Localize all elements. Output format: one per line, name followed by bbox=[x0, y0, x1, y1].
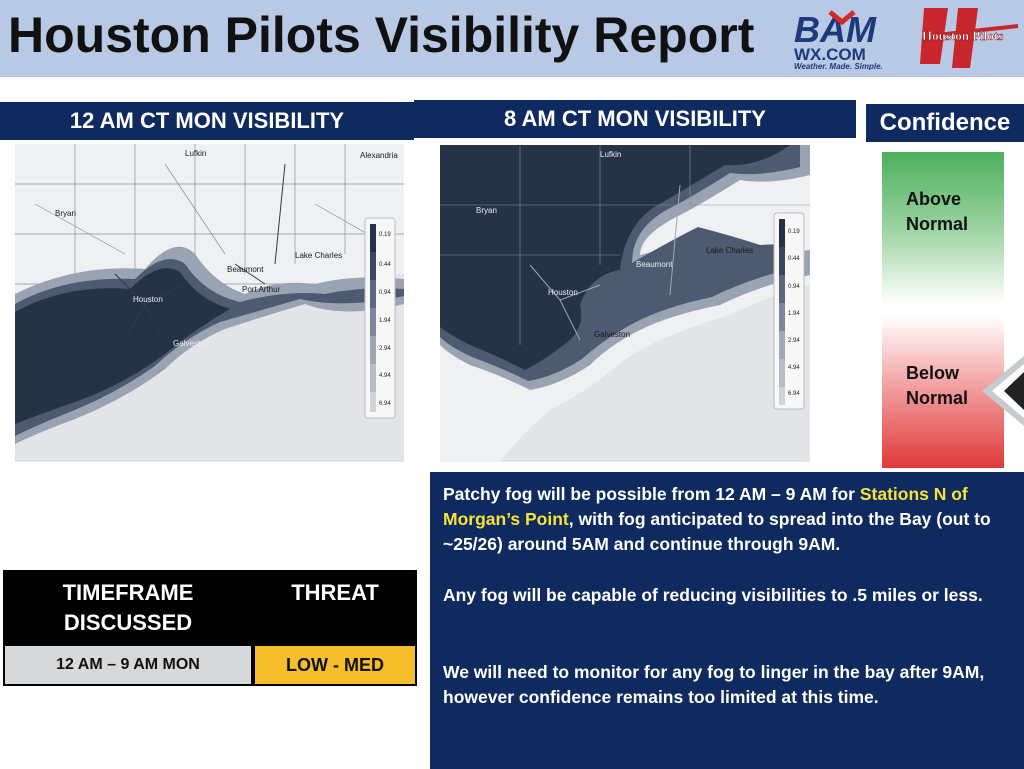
discussion-box: Patchy fog will be possible from 12 AM –… bbox=[430, 472, 1024, 769]
confidence-above-label: Above Normal bbox=[906, 189, 969, 234]
svg-text:0.19: 0.19 bbox=[788, 229, 800, 235]
place-beaumont: Beaumont bbox=[227, 265, 264, 274]
discussion-paragraph-1: Patchy fog will be possible from 12 AM –… bbox=[443, 484, 991, 554]
visibility-legend: 0.19 0.44 0.94 1.94 2.94 4.94 6.94 bbox=[364, 217, 396, 419]
stations-highlight: Stations N of Morgan’s Point bbox=[443, 484, 968, 529]
place-lake-charles: Lake Charles bbox=[295, 251, 342, 260]
visibility-map-12am: Lufkin Alexandria Bryan Beaumont Lake Ch… bbox=[15, 144, 404, 462]
place-lufkin: Lufkin bbox=[185, 149, 206, 158]
svg-text:4.94: 4.94 bbox=[379, 373, 391, 379]
table-row: 12 AM – 9 AM MON LOW - MED bbox=[3, 644, 417, 686]
discussion-paragraph-3: We will need to monitor for any fog to l… bbox=[443, 662, 985, 707]
place-lake-charles-8am: Lake Charles bbox=[706, 246, 753, 255]
svg-text:1.94: 1.94 bbox=[788, 311, 800, 317]
place-bryan-8am: Bryan bbox=[476, 206, 497, 215]
place-port-arthur: Port Arthur bbox=[242, 285, 281, 294]
svg-text:4.94: 4.94 bbox=[788, 365, 800, 371]
svg-text:2.94: 2.94 bbox=[379, 346, 391, 352]
svg-text:Weather. Made. Simple.: Weather. Made. Simple. bbox=[794, 62, 883, 70]
bamwx-logo: BAM WX.COM Weather. Made. Simple. bbox=[794, 9, 883, 70]
map-title-8am: 8 AM CT MON VISIBILITY bbox=[414, 100, 856, 138]
houston-pilots-logo: Houston Pilots bbox=[920, 8, 1019, 68]
threat-level-cell: LOW - MED bbox=[253, 644, 417, 686]
visibility-legend-8am: 0.19 0.44 0.94 1.94 2.94 4.94 6.94 bbox=[773, 212, 805, 410]
threat-header: THREAT bbox=[291, 580, 379, 605]
svg-text:0.94: 0.94 bbox=[379, 290, 391, 296]
svg-text:6.94: 6.94 bbox=[379, 401, 391, 407]
svg-text:WX.COM: WX.COM bbox=[794, 45, 866, 64]
place-alexandria: Alexandria bbox=[360, 151, 398, 160]
svg-text:0.94: 0.94 bbox=[788, 284, 800, 290]
page-title: Houston Pilots Visibility Report bbox=[8, 7, 755, 63]
confidence-title: Confidence bbox=[866, 104, 1024, 142]
confidence-gradient-bar bbox=[882, 152, 1004, 468]
place-bryan: Bryan bbox=[55, 209, 76, 218]
place-galveston: Galveston bbox=[173, 339, 209, 348]
place-lufkin-8am: Lufkin bbox=[600, 150, 621, 159]
svg-text:1.94: 1.94 bbox=[379, 318, 391, 324]
svg-text:Houston Pilots: Houston Pilots bbox=[922, 28, 1003, 43]
threat-table-header: TIMEFRAME DISCUSSED THREAT bbox=[3, 570, 417, 644]
map-title-12am: 12 AM CT MON VISIBILITY bbox=[0, 102, 414, 140]
visibility-map-8am: Lufkin Bryan Lake Charles Beaumont Houst… bbox=[440, 145, 810, 462]
timeframe-cell: 12 AM – 9 AM MON bbox=[3, 644, 253, 686]
map-12am-svg: Lufkin Alexandria Bryan Beaumont Lake Ch… bbox=[15, 144, 404, 462]
place-galveston-8am: Galveston bbox=[594, 330, 630, 339]
place-beaumont-8am: Beaumont bbox=[636, 260, 673, 269]
timeframe-header: TIMEFRAME DISCUSSED bbox=[62, 580, 194, 635]
svg-text:0.19: 0.19 bbox=[379, 232, 391, 238]
place-houston: Houston bbox=[133, 295, 163, 304]
svg-text:6.94: 6.94 bbox=[788, 391, 800, 397]
map-8am-svg: Lufkin Bryan Lake Charles Beaumont Houst… bbox=[440, 145, 810, 462]
svg-text:2.94: 2.94 bbox=[788, 338, 800, 344]
header-banner: Houston Pilots Visibility Report BAM WX.… bbox=[0, 0, 1024, 77]
place-houston-8am: Houston bbox=[548, 288, 578, 297]
svg-text:0.44: 0.44 bbox=[379, 262, 391, 268]
svg-text:0.44: 0.44 bbox=[788, 256, 800, 262]
confidence-below-label: Below Normal bbox=[906, 363, 969, 408]
discussion-paragraph-2: Any fog will be capable of reducing visi… bbox=[443, 585, 983, 605]
confidence-indicator-arrow-icon bbox=[982, 356, 1024, 426]
